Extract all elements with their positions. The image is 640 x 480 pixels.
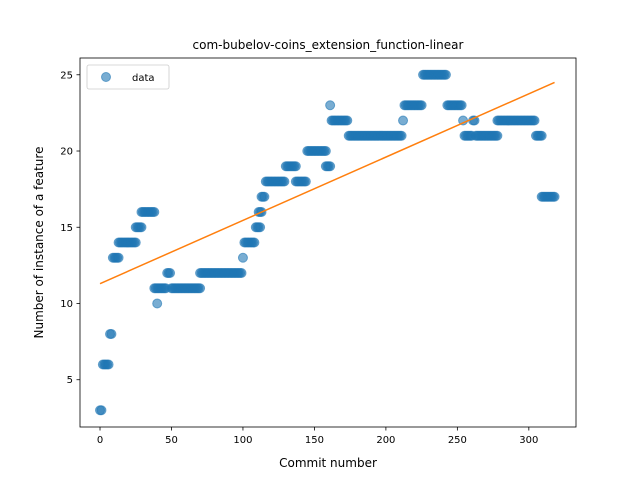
x-tick-label: 200	[376, 435, 395, 446]
legend: data	[86, 64, 170, 90]
data-point	[440, 69, 451, 80]
y-tick-label: 25	[60, 70, 73, 81]
x-tick-label: 50	[165, 435, 178, 446]
data-point	[152, 298, 163, 309]
data-point	[96, 405, 107, 416]
data-point	[549, 191, 560, 202]
legend-marker-data	[101, 72, 111, 82]
data-point	[130, 237, 141, 248]
y-axis-label: Number of instance of a feature	[32, 147, 46, 339]
data-point	[237, 252, 248, 263]
data-point	[103, 359, 114, 370]
data-point	[396, 130, 407, 141]
data-point	[398, 115, 409, 126]
fit-line	[99, 81, 555, 285]
x-tick-label: 150	[305, 435, 324, 446]
scatter-points	[95, 69, 560, 416]
axes-frame	[79, 57, 577, 428]
data-point	[320, 146, 331, 157]
fit-line-layer	[99, 81, 555, 285]
x-ticks: 0 50 100 150 200 250 300	[97, 427, 538, 446]
data-point	[529, 115, 540, 126]
data-point	[279, 176, 290, 187]
x-tick-label: 0	[97, 435, 103, 446]
data-point	[342, 115, 353, 126]
y-tick-label: 20	[60, 147, 73, 158]
data-point	[456, 100, 467, 111]
legend-box	[86, 64, 170, 90]
x-tick-label: 300	[519, 435, 538, 446]
x-axis-label: Commit number	[279, 456, 377, 470]
data-point	[113, 252, 124, 263]
data-point	[195, 283, 206, 294]
data-point	[536, 130, 547, 141]
data-point	[165, 268, 176, 278]
y-tick-label: 15	[60, 223, 73, 234]
data-point	[325, 161, 336, 172]
data-point	[236, 268, 247, 278]
x-tick-label: 250	[448, 435, 467, 446]
data-point	[416, 100, 427, 111]
data-point	[290, 161, 301, 172]
x-tick-label: 100	[233, 435, 252, 446]
data-point	[255, 222, 266, 233]
y-tick-label: 5	[67, 375, 73, 386]
plot-area	[95, 69, 560, 416]
data-point	[149, 207, 160, 217]
legend-label-data: data	[132, 73, 155, 84]
data-point	[136, 222, 147, 233]
chart-title: com-bubelov-coins_extension_function-lin…	[193, 38, 464, 52]
data-point	[492, 130, 503, 141]
y-tick-label: 10	[60, 299, 73, 310]
data-point	[249, 237, 260, 248]
data-point	[259, 191, 270, 202]
data-point	[300, 176, 311, 187]
data-point	[325, 100, 336, 111]
data-point	[106, 328, 117, 339]
y-ticks: 5 10 15 20 25	[60, 70, 80, 386]
